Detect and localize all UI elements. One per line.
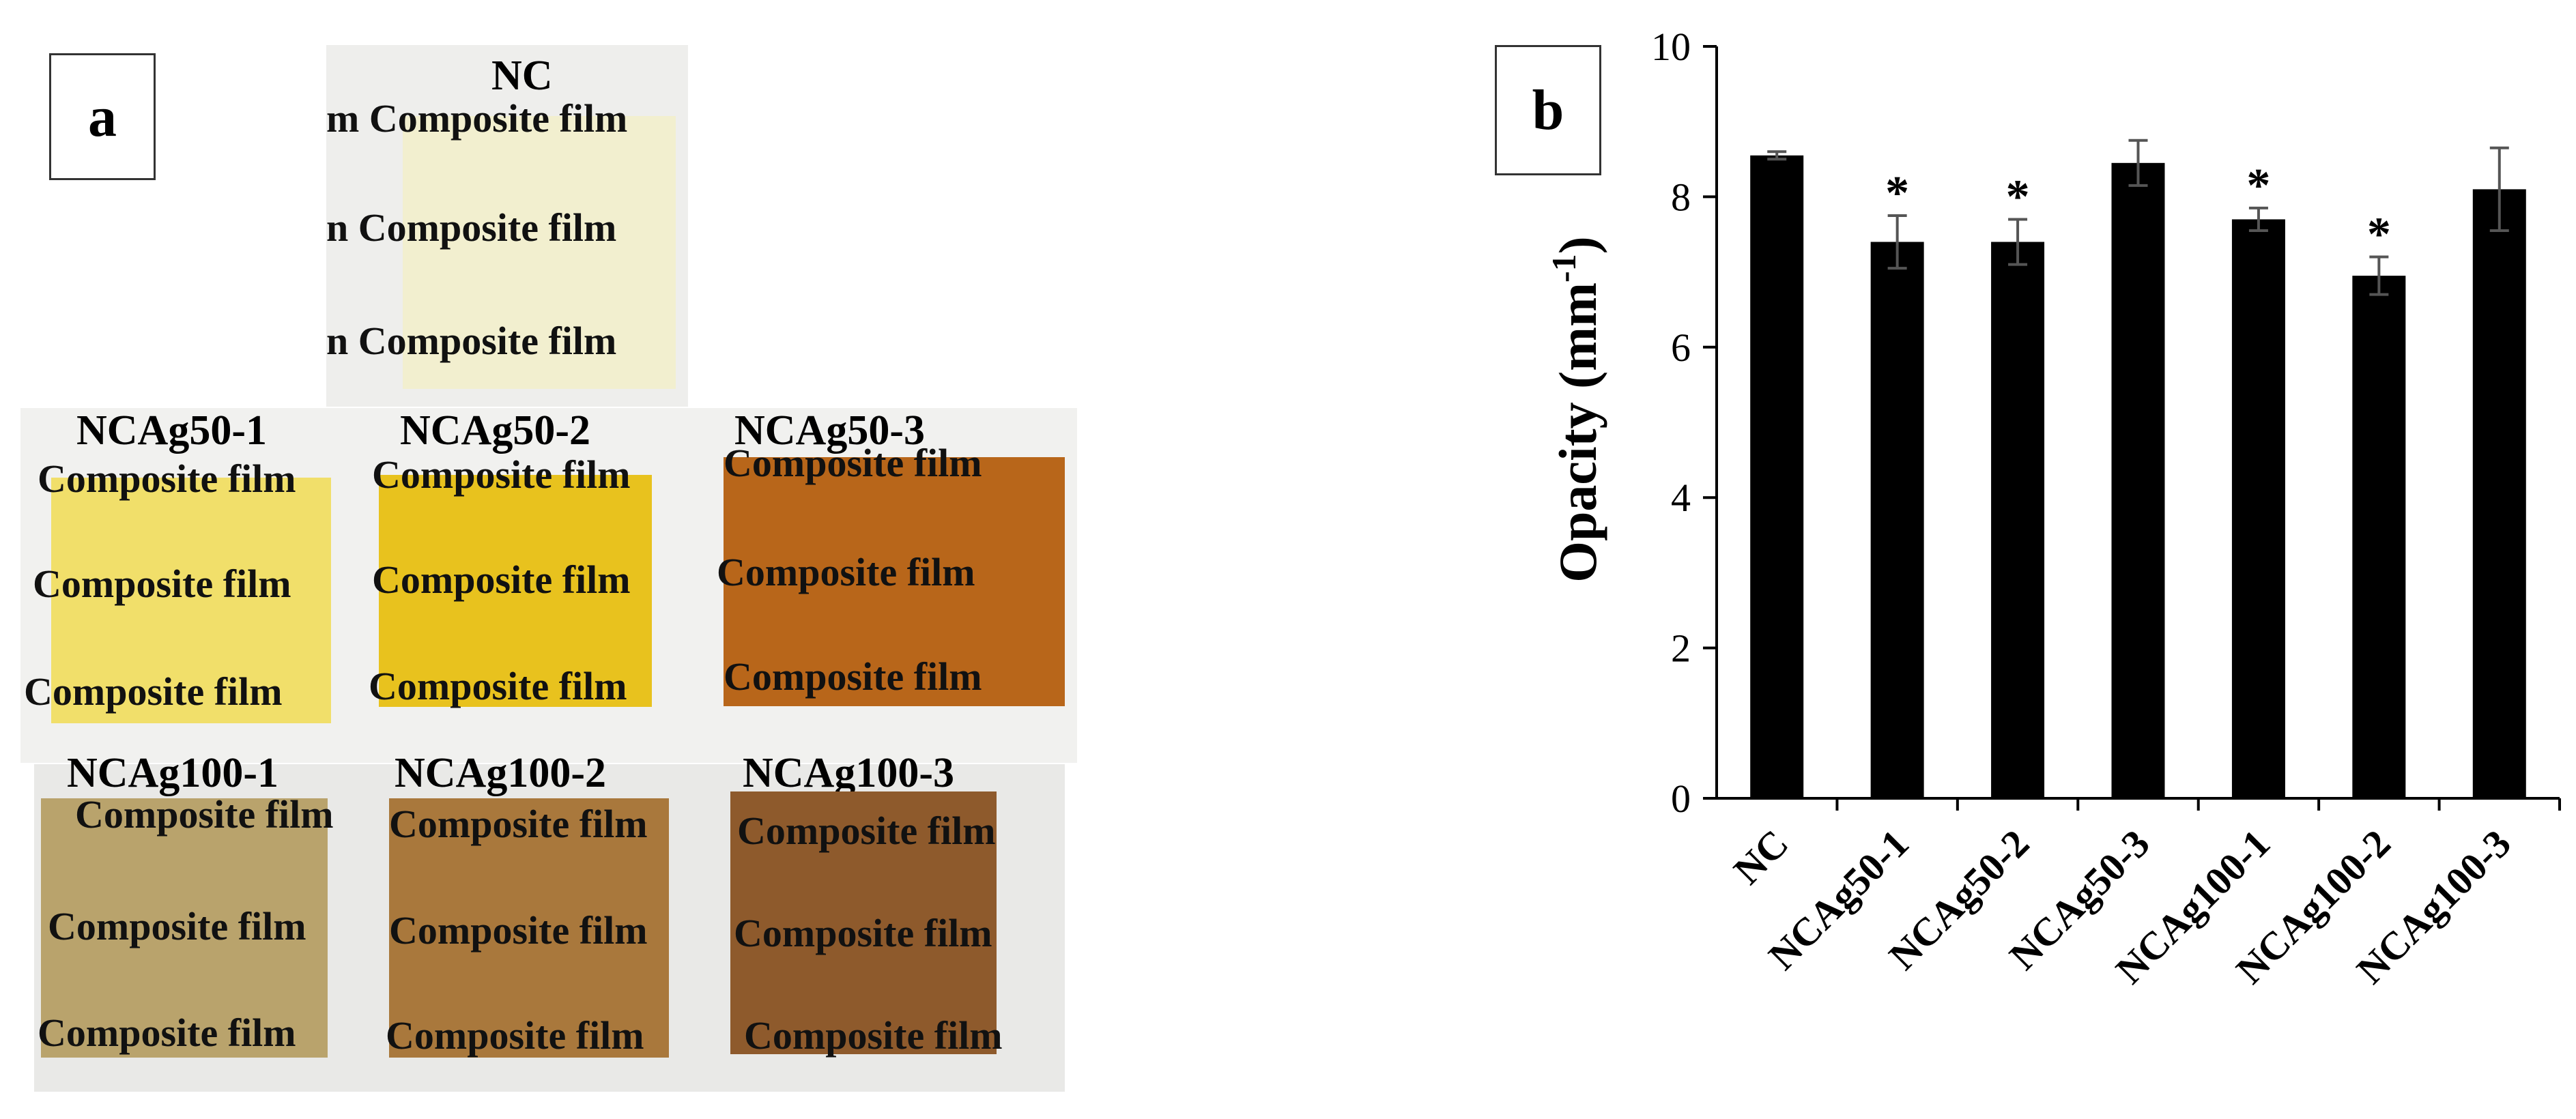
film-text-line: Composite film	[734, 911, 992, 955]
sample-title-nc: NC	[491, 53, 553, 99]
sample-title-ncag100-1: NCAg100-1	[67, 750, 278, 796]
significance-marker: *	[2367, 209, 2391, 261]
film-text-line: Composite film	[724, 654, 982, 699]
film-text-line: Composite film	[717, 550, 975, 594]
film-swatch-ncag100-3	[730, 791, 997, 1054]
film-swatch-ncag100-1	[41, 798, 328, 1058]
film-text-line: Composite film	[33, 562, 291, 606]
panel-b-label: b	[1495, 45, 1601, 175]
sample-title-ncag100-2: NCAg100-2	[395, 750, 606, 796]
film-text-line: Composite film	[389, 908, 648, 953]
film-text-line: Composite film	[38, 456, 296, 501]
film-swatch-ncag50-3	[724, 457, 1065, 706]
bar	[2352, 276, 2406, 798]
film-text-line: Composite film	[389, 802, 648, 846]
film-text-line: Composite film	[48, 904, 306, 948]
sample-title-ncag50-1: NCAg50-1	[76, 407, 267, 454]
y-tick-label: 6	[1671, 325, 1691, 370]
film-swatch-ncag50-1	[51, 478, 331, 723]
sample-title-ncag50-3: NCAg50-3	[734, 407, 925, 454]
significance-marker: *	[2006, 171, 2030, 223]
film-text-line: Composite film	[75, 792, 334, 837]
bar	[1870, 242, 1924, 798]
bar	[1991, 242, 2045, 798]
sample-title-ncag100-3: NCAg100-3	[743, 750, 954, 796]
film-text-line: Composite film	[38, 1011, 296, 1055]
y-axis-title-text: Opacity (mm-1)	[1545, 236, 1607, 582]
film-swatch-ncag100-2	[389, 798, 669, 1058]
y-tick-label: 2	[1671, 626, 1691, 671]
y-tick-label: 8	[1671, 175, 1691, 219]
film-text-line: n Composite film	[326, 205, 617, 250]
film-text-line: Composite film	[372, 452, 631, 497]
film-text-line: Composite film	[386, 1013, 644, 1058]
bar	[2231, 219, 2285, 799]
bar	[1750, 155, 1804, 799]
film-text-line: m Composite film	[326, 96, 628, 141]
panel-a-label: a	[49, 53, 156, 180]
film-text-line: Composite film	[737, 809, 996, 853]
film-text-line: n Composite film	[326, 319, 617, 363]
film-swatch-ncag50-2	[379, 475, 652, 707]
bar	[2111, 162, 2165, 798]
sample-title-ncag50-2: NCAg50-2	[400, 407, 590, 454]
film-text-line: Composite film	[369, 664, 627, 708]
y-axis-title: Opacity (mm-1)	[1545, 236, 1607, 582]
film-swatch-nc	[403, 116, 676, 389]
film-text-line: Composite film	[372, 557, 631, 602]
y-tick-label: 0	[1671, 776, 1691, 821]
x-tick-label: NC	[1725, 821, 1797, 892]
film-text-line: Composite film	[744, 1013, 1003, 1058]
y-tick-label: 4	[1671, 476, 1691, 520]
y-tick-label: 10	[1651, 25, 1691, 69]
significance-marker: *	[2246, 160, 2270, 212]
film-text-line: Composite film	[24, 669, 283, 714]
significance-marker: *	[1885, 167, 1909, 220]
film-text-line: Composite film	[724, 441, 982, 485]
bar	[2472, 189, 2526, 798]
